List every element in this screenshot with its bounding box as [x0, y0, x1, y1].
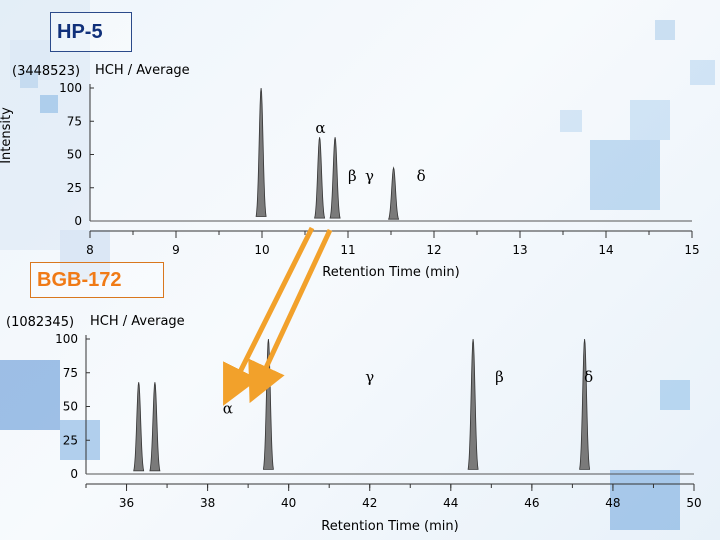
x-tick-label: 13: [512, 243, 527, 257]
peak: [133, 382, 145, 472]
y-tick-label: 75: [63, 366, 78, 380]
x-tick-label: 46: [524, 496, 539, 510]
y-tick-label: 100: [55, 332, 78, 346]
peak-annotation: δ: [417, 167, 426, 185]
bgb172-label: BGB-172: [30, 262, 164, 298]
y-tick-label: 75: [67, 114, 82, 128]
hp5-label: HP-5: [50, 12, 132, 52]
arrow-alpha: [223, 226, 315, 406]
compound-label: HCH / Average: [95, 63, 190, 78]
y-tick-label: 0: [74, 214, 82, 228]
peak: [255, 87, 267, 217]
x-tick-label: 9: [172, 243, 180, 257]
y-tick-label: 50: [63, 400, 78, 414]
x-tick-label: 15: [684, 243, 699, 257]
x-axis-title: Retention Time (min): [321, 519, 458, 534]
peak: [149, 382, 161, 472]
peak-annotation: β: [348, 167, 357, 185]
peak-annotation: γ: [365, 167, 374, 185]
peak-annotation: α: [223, 399, 233, 417]
x-tick-label: 38: [200, 496, 215, 510]
x-tick-label: 11: [340, 243, 355, 257]
peak-annotation: β: [495, 368, 504, 386]
x-tick-label: 50: [686, 496, 701, 510]
x-axis-title: Retention Time (min): [322, 265, 459, 280]
x-tick-label: 36: [119, 496, 134, 510]
x-tick-label: 10: [254, 243, 269, 257]
x-tick-label: 42: [362, 496, 377, 510]
x-tick-label: 12: [426, 243, 441, 257]
y-tick-label: 100: [59, 81, 82, 95]
peak-annotation: α: [315, 119, 325, 137]
intensity-count: (1082345): [6, 315, 74, 330]
x-tick-label: 48: [605, 496, 620, 510]
peak: [329, 137, 341, 219]
x-tick-label: 8: [86, 243, 94, 257]
x-tick-label: 44: [443, 496, 458, 510]
y-tick-label: 0: [70, 467, 78, 481]
arrow-gamma: [248, 228, 333, 404]
peak-annotation: δ: [584, 368, 593, 386]
x-tick-label: 14: [598, 243, 613, 257]
peak: [388, 166, 400, 220]
y-tick-label: 25: [67, 181, 82, 195]
peak: [467, 338, 479, 470]
y-tick-label: 50: [67, 148, 82, 162]
x-tick-label: 40: [281, 496, 296, 510]
y-tick-label: 25: [63, 433, 78, 447]
compound-label: HCH / Average: [90, 314, 185, 329]
intensity-count: (3448523): [12, 64, 80, 79]
peak: [314, 137, 326, 219]
peak: [579, 338, 591, 470]
peak: [262, 338, 274, 470]
peak-annotation: γ: [365, 368, 374, 386]
